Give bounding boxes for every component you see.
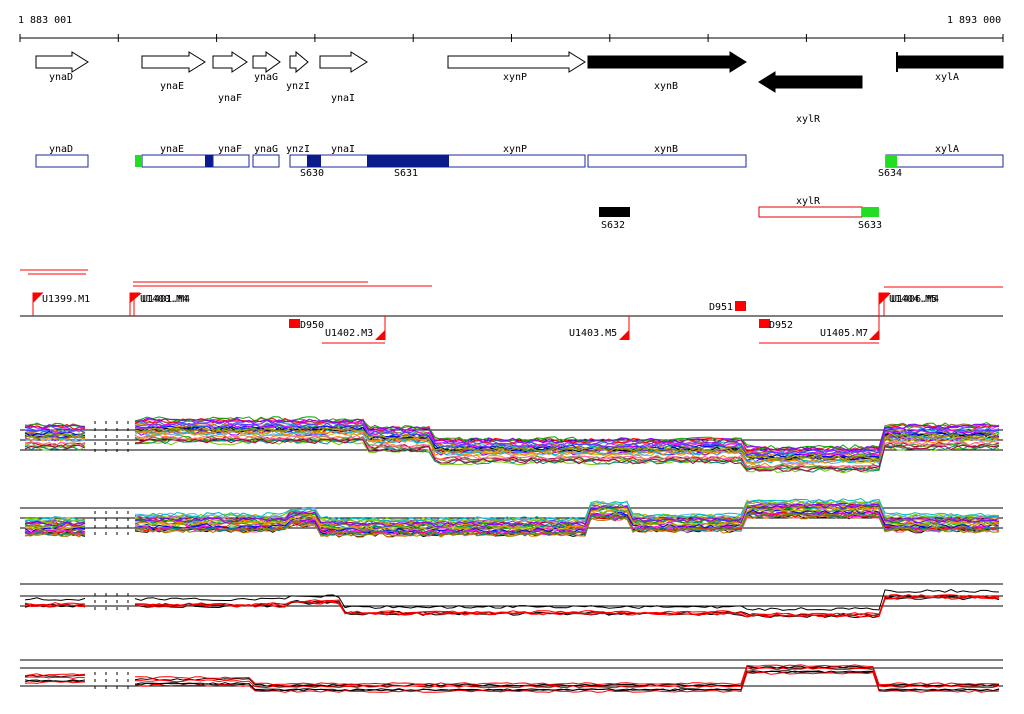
axis-ticks <box>19 34 1004 42</box>
expression-panel <box>20 416 1003 474</box>
expression-trace <box>24 665 1000 687</box>
expression-trace <box>24 594 1000 617</box>
site-blue-ynaE <box>205 155 213 167</box>
tu-flag-U1402[interactable] <box>375 330 385 340</box>
operon-label-ynaD: ynaD <box>49 144 73 155</box>
gene-label-ynaI: ynaI <box>331 93 355 104</box>
gene-arrow-ynaD[interactable] <box>35 51 89 73</box>
site-label-S632: S632 <box>601 220 625 231</box>
gene-arrow-ynaE[interactable] <box>141 51 206 73</box>
site-block-S634 <box>886 155 897 167</box>
expression-trace <box>24 422 1000 457</box>
operon-label-xylR: xylR <box>796 196 821 207</box>
site-label-S630: S630 <box>300 168 324 179</box>
tu-flag-U1404[interactable] <box>879 293 891 305</box>
operon-label-ynaF: ynaF <box>218 144 242 155</box>
gene-label-xylR: xylR <box>796 114 821 125</box>
expression-panel <box>20 497 1003 538</box>
site-label-S631: S631 <box>394 168 418 179</box>
transcription-unit-track: U1399.M1 U1400.M4 U1401.M4 U1404.M5 U140… <box>20 269 1003 344</box>
operon-label-xylA: xylA <box>935 144 959 155</box>
expression-trace <box>24 438 1000 472</box>
expression-trace <box>24 504 1000 529</box>
tu-label-U1404: U1404.M5 <box>889 294 937 305</box>
expression-trace <box>24 671 1000 693</box>
expression-trace <box>24 499 1000 524</box>
downshift-label-D951: D951 <box>709 302 733 313</box>
tu-label-U1402: U1402.M3 <box>325 328 373 339</box>
site-green-ynaE <box>135 155 142 167</box>
gene-label-ynaG: ynaG <box>254 72 278 83</box>
expression-trace <box>24 503 1000 528</box>
tu-label-U1406: U1406.M4 <box>891 294 939 305</box>
gene-arrow-ynaF[interactable] <box>212 51 248 73</box>
operon-label-ynaI: ynaI <box>331 144 355 155</box>
tu-flag-U1403[interactable] <box>619 330 629 340</box>
expression-trace <box>24 417 1000 452</box>
axis-start-label: 1 883 001 <box>18 15 72 26</box>
operon-block-xylR[interactable] <box>758 206 863 218</box>
tu-flag-U1400[interactable] <box>130 293 142 303</box>
expression-trace <box>24 513 1000 537</box>
coordinate-axis: 1 883 001 1 893 000 <box>18 15 1004 42</box>
expression-panel <box>20 583 1003 619</box>
operon-label-ynzI: ynzI <box>286 144 310 155</box>
site-label-S634: S634 <box>878 168 902 179</box>
downshift-marker-D950[interactable] <box>289 319 300 328</box>
gene-arrow-track: ynaD ynaE ynaF ynaG ynzI ynaI xynP xynB … <box>35 50 1004 125</box>
expression-trace <box>24 497 1000 523</box>
operon-block-xynB[interactable] <box>587 154 747 168</box>
operon-block-xylA[interactable] <box>885 154 1004 168</box>
expression-panel <box>20 659 1003 693</box>
tu-label-U1405: U1405.M7 <box>820 328 868 339</box>
operon-track: ynaD ynaE ynaF ynaG ynzI ynaI xynP S630 … <box>35 144 1004 231</box>
site-block-S631 <box>367 155 449 167</box>
downshift-marker-D951[interactable] <box>735 301 746 311</box>
operon-label-ynaG: ynaG <box>254 144 278 155</box>
tu-flag-U1399[interactable] <box>33 293 43 303</box>
tu-label-U1403: U1403.M5 <box>569 328 617 339</box>
gene-arrow-xylR[interactable] <box>758 71 863 93</box>
gene-label-ynzI: ynzI <box>286 81 310 92</box>
gene-label-xylA: xylA <box>935 72 959 83</box>
site-block-S633 <box>862 207 879 217</box>
site-block-S632 <box>599 207 630 217</box>
tu-label-U1400: U1400.M4 <box>140 294 188 305</box>
axis-end-label: 1 893 000 <box>947 15 1001 26</box>
expression-panels <box>20 416 1003 693</box>
operon-block-ynaE-ynaF[interactable] <box>141 154 250 168</box>
operon-block-ynaG[interactable] <box>252 154 280 168</box>
gene-arrow-xylA[interactable] <box>896 55 1004 69</box>
tu-label-U1401: U1401.M4 <box>142 294 190 305</box>
gene-label-xynB: xynB <box>654 81 678 92</box>
expression-trace <box>24 589 1000 611</box>
gene-arrow-ynaI[interactable] <box>319 51 368 73</box>
tu-label-U1399: U1399.M1 <box>42 294 90 305</box>
gene-arrow-ynaG[interactable] <box>252 51 281 73</box>
operon-block-ynaD[interactable] <box>35 154 89 168</box>
expression-trace <box>24 667 1000 689</box>
expression-trace <box>24 427 1000 462</box>
gene-label-ynaE: ynaE <box>160 81 184 92</box>
operon-label-xynP: xynP <box>503 144 527 155</box>
expression-trace <box>24 664 1000 686</box>
downshift-label-D950: D950 <box>300 320 324 331</box>
site-block-S630 <box>307 155 321 167</box>
tu-flag-U1405[interactable] <box>869 330 879 340</box>
downshift-marker-D952[interactable] <box>759 319 770 328</box>
site-label-S633: S633 <box>858 220 882 231</box>
gene-label-ynaF: ynaF <box>218 93 242 104</box>
gene-arrow-ynzI[interactable] <box>289 50 309 74</box>
gene-label-xynP: xynP <box>503 72 527 83</box>
gene-label-ynaD: ynaD <box>49 72 73 83</box>
operon-label-xynB: xynB <box>654 144 678 155</box>
operon-label-ynaE: ynaE <box>160 144 184 155</box>
downshift-label-D952: D952 <box>769 320 793 331</box>
gene-arrow-xynP[interactable] <box>447 51 586 73</box>
gene-arrow-xynB[interactable] <box>587 51 747 73</box>
expression-trace <box>24 417 999 452</box>
